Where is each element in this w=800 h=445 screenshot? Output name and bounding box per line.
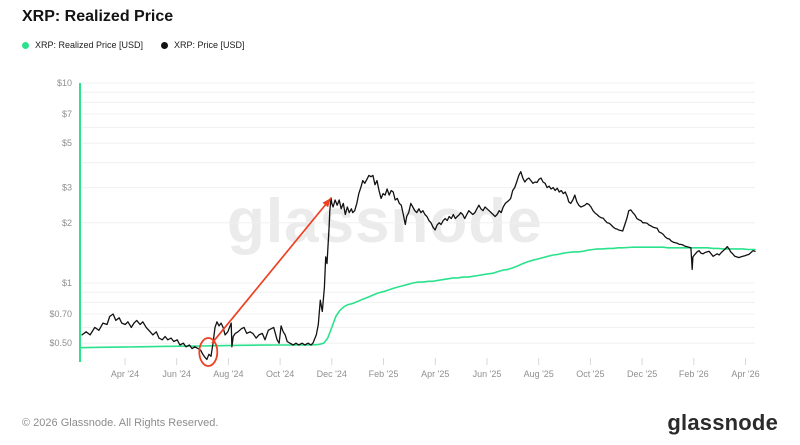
svg-text:$10: $10 [57, 78, 72, 88]
svg-text:Aug '24: Aug '24 [213, 369, 243, 379]
annotation [198, 197, 332, 367]
footer: © 2026 Glassnode. All Rights Reserved. g… [0, 400, 800, 445]
annotation-arrow-line [211, 197, 332, 344]
legend-label-price: XRP: Price [USD] [174, 40, 245, 50]
glassnode-logo: glassnode [667, 409, 778, 435]
price-line [81, 171, 756, 361]
legend-label-realized-price: XRP: Realized Price [USD] [35, 40, 144, 50]
svg-text:$7: $7 [62, 109, 72, 119]
svg-text:Oct '25: Oct '25 [576, 369, 604, 379]
svg-text:Apr '25: Apr '25 [421, 369, 449, 379]
annotation-circle [198, 337, 219, 367]
svg-text:$1: $1 [62, 278, 72, 288]
svg-text:$2: $2 [62, 218, 72, 228]
price-chart[interactable]: $10 $7 $5 $3 $2 $1 $0.70 $0.50 Apr '24 Jun '24 Aug… [0, 0, 800, 400]
svg-text:Feb '25: Feb '25 [369, 369, 399, 379]
legend-dot-price-icon [161, 41, 169, 49]
legend: XRP: Realized Price [USD] XRP: Price [US… [22, 40, 245, 50]
svg-text:Apr '24: Apr '24 [111, 369, 139, 379]
svg-text:Feb '26: Feb '26 [679, 369, 709, 379]
svg-text:$0.50: $0.50 [49, 338, 72, 348]
x-axis-labels: Apr '24 Jun '24 Aug '24 Oct '24 Dec '24 Feb '… [111, 358, 760, 379]
y-axis-labels: $10 $7 $5 $3 $2 $1 $0.70 $0.50 [49, 78, 72, 348]
legend-dot-realized-price-icon [22, 41, 29, 49]
svg-text:Jun '25: Jun '25 [473, 369, 502, 379]
svg-text:Oct '24: Oct '24 [266, 369, 294, 379]
svg-text:Jun '24: Jun '24 [162, 369, 191, 379]
glassnode-watermark: glassnode [227, 187, 543, 256]
annotation-arrowhead [322, 198, 331, 208]
svg-text:Apr '26: Apr '26 [731, 369, 759, 379]
svg-text:$3: $3 [62, 183, 72, 193]
gridlines [82, 82, 755, 344]
svg-text:$5: $5 [62, 138, 72, 148]
legend-item-realized-price[interactable]: XRP: Realized Price [USD] [22, 40, 143, 50]
svg-text:Dec '25: Dec '25 [627, 369, 657, 379]
svg-text:Dec '24: Dec '24 [317, 369, 347, 379]
page-title: XRP: Realized Price [22, 8, 174, 25]
svg-text:Aug '25: Aug '25 [524, 369, 554, 379]
svg-text:$0.70: $0.70 [49, 309, 72, 319]
realized-price-line [79, 246, 756, 349]
legend-item-price[interactable]: XRP: Price [USD] [161, 40, 245, 50]
copyright-text: © 2026 Glassnode. All Rights Reserved. [22, 416, 219, 429]
